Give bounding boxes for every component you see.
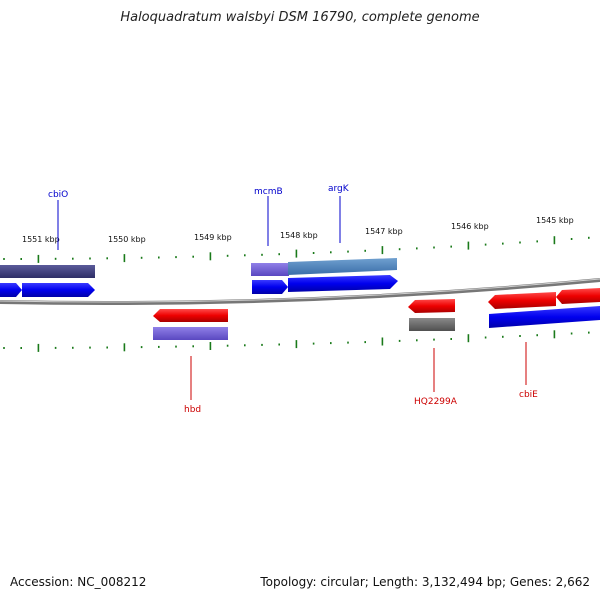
forward-gene-arrow[interactable]: [288, 275, 398, 292]
reverse-gene-arrow[interactable]: [488, 292, 556, 309]
forward-gene-arrow[interactable]: [252, 280, 288, 294]
genome-backbone-highlight: [0, 278, 600, 303]
feature-block[interactable]: [0, 265, 22, 278]
gene-label-cbio[interactable]: cbiO: [48, 190, 68, 200]
reverse-gene-arrow[interactable]: [556, 288, 600, 304]
scale-label: 1546 kbp: [451, 222, 489, 231]
gene-label-hq2299a[interactable]: HQ2299A: [414, 397, 458, 407]
scale-label: 1551 kbp: [22, 235, 60, 244]
feature-block[interactable]: [251, 263, 289, 276]
reverse-gene-arrow[interactable]: [153, 309, 228, 322]
scale-label: 1548 kbp: [280, 231, 318, 240]
lower-tick-track: [3, 330, 590, 352]
upper-tick-track: [3, 236, 590, 263]
genome-backbone: [0, 278, 600, 306]
gene-label-hbd[interactable]: hbd: [184, 405, 201, 415]
scale-label: 1549 kbp: [194, 233, 232, 242]
feature-block[interactable]: [489, 306, 600, 328]
feature-block[interactable]: [153, 327, 228, 340]
feature-block[interactable]: [288, 258, 397, 275]
scale-label: 1545 kbp: [536, 216, 574, 225]
gene-label-mcmb[interactable]: mcmB: [254, 187, 283, 197]
gene-label-argk[interactable]: argK: [328, 184, 350, 194]
gene-label-cbie[interactable]: cbiE: [519, 390, 538, 400]
reverse-gene-arrow[interactable]: [408, 299, 455, 313]
scale-label: 1550 kbp: [108, 235, 146, 244]
feature-block[interactable]: [409, 318, 455, 331]
scale-label: 1547 kbp: [365, 227, 403, 236]
genome-title: Haloquadratum walsbyi DSM 16790, complet…: [120, 10, 480, 25]
feature-block[interactable]: [22, 265, 95, 278]
forward-gene-arrow[interactable]: [22, 283, 95, 297]
accession-text: Accession: NC_008212: [10, 575, 147, 589]
forward-gene-arrow[interactable]: [0, 283, 22, 297]
genome-summary-text: Topology: circular; Length: 3,132,494 bp…: [260, 575, 590, 589]
